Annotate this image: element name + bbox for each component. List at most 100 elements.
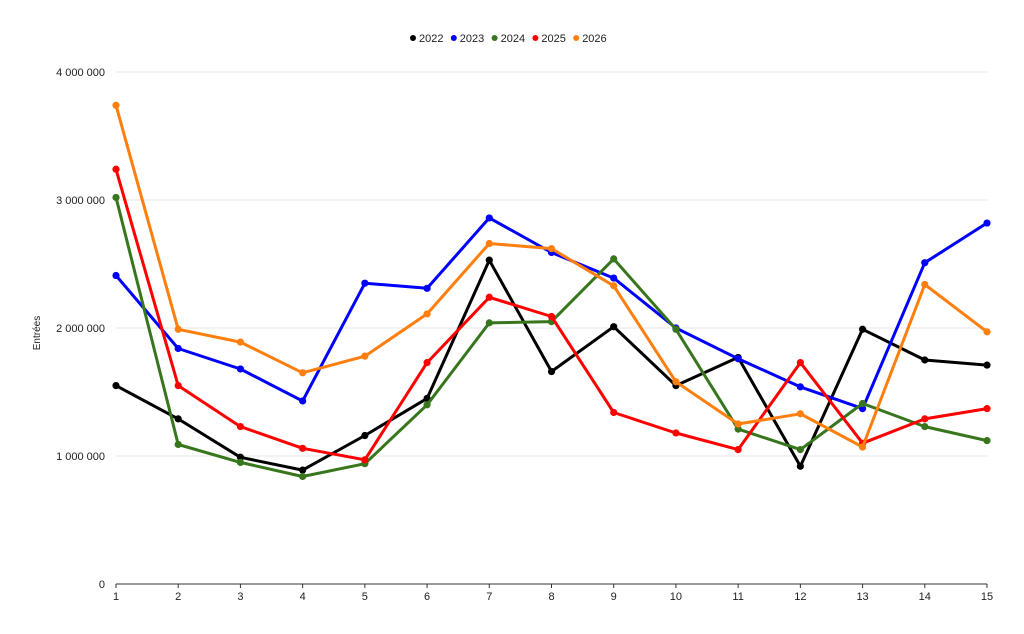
x-tick-label: 7 xyxy=(486,591,492,603)
legend-label: 2025 xyxy=(541,33,565,45)
data-point xyxy=(672,325,680,333)
legend-item-2025: 2025 xyxy=(532,33,566,45)
legend-item-2024: 2024 xyxy=(491,33,525,45)
data-point xyxy=(174,415,182,423)
x-tick-label: 5 xyxy=(362,591,368,603)
data-point xyxy=(299,472,307,481)
data-point xyxy=(672,378,680,386)
legend-label: 2024 xyxy=(501,33,525,45)
data-point xyxy=(112,382,120,390)
data-point xyxy=(299,369,307,377)
y-axis: 0 1 000 000 2 000 000 3 000 000 4 000 000 xyxy=(56,67,105,591)
x-tick-label: 10 xyxy=(670,591,682,603)
data-point xyxy=(112,193,120,202)
data-point xyxy=(858,405,867,413)
data-point xyxy=(174,344,182,353)
legend-marker xyxy=(573,35,580,41)
data-point xyxy=(236,365,245,373)
x-axis: 1 2 3 4 5 6 7 8 9 10 11 12 13 14 15 xyxy=(113,583,993,603)
data-point xyxy=(485,319,493,327)
x-tick-label: 13 xyxy=(856,591,868,603)
legend-marker xyxy=(532,35,539,41)
x-tick-label: 2 xyxy=(175,591,181,603)
x-tick-label: 12 xyxy=(794,591,806,603)
y-tick-label: 4 000 000 xyxy=(56,67,105,79)
data-point xyxy=(361,352,369,360)
series-2024 xyxy=(112,193,991,481)
legend-marker xyxy=(410,35,416,41)
data-point xyxy=(858,399,867,408)
x-tick-label: 14 xyxy=(919,591,931,603)
data-point xyxy=(796,410,804,418)
y-tick-label: 1 000 000 xyxy=(56,451,105,463)
data-point xyxy=(983,437,991,445)
data-point xyxy=(236,422,245,431)
data-point xyxy=(361,279,369,287)
data-point xyxy=(547,312,556,321)
data-point xyxy=(983,405,991,413)
data-point xyxy=(858,325,867,333)
data-point xyxy=(734,425,742,433)
data-point xyxy=(485,214,493,222)
data-point xyxy=(672,429,680,437)
data-point xyxy=(236,338,245,346)
legend-label: 2026 xyxy=(582,33,606,45)
data-point xyxy=(796,462,804,470)
data-point xyxy=(112,165,120,173)
data-point xyxy=(112,271,120,280)
gridlines xyxy=(116,71,987,457)
y-tick-label: 2 000 000 xyxy=(56,323,105,335)
data-point xyxy=(174,325,182,333)
data-point xyxy=(174,440,182,449)
y-tick-label: 3 000 000 xyxy=(56,195,105,207)
data-point xyxy=(299,444,307,452)
data-point xyxy=(921,422,929,431)
data-point xyxy=(485,239,493,248)
data-point xyxy=(610,282,618,290)
series-line-2026 xyxy=(114,103,989,449)
legend-item-2022: 2022 xyxy=(410,33,443,45)
data-point xyxy=(610,274,618,282)
data-point xyxy=(921,415,929,423)
x-tick-label: 8 xyxy=(548,591,554,603)
series-2022 xyxy=(112,256,991,474)
data-point xyxy=(299,397,307,405)
data-point xyxy=(983,219,991,227)
data-point xyxy=(423,310,431,318)
legend-item-2023: 2023 xyxy=(450,33,484,45)
legend-item-2026: 2026 xyxy=(573,33,607,45)
x-tick-label: 11 xyxy=(732,591,743,603)
data-point xyxy=(610,323,618,331)
data-point xyxy=(423,401,431,409)
data-point xyxy=(796,446,804,454)
data-point xyxy=(361,431,369,440)
x-tick-label: 15 xyxy=(981,591,993,603)
data-point xyxy=(299,466,307,474)
data-point xyxy=(423,284,431,292)
data-point xyxy=(485,256,493,264)
data-point xyxy=(983,361,991,369)
data-point xyxy=(734,355,742,363)
data-point xyxy=(734,446,742,454)
x-tick-label: 3 xyxy=(237,591,243,603)
data-point xyxy=(796,358,804,367)
plot-area xyxy=(112,101,991,481)
series-line-2022 xyxy=(114,258,989,472)
legend-marker xyxy=(491,35,498,41)
x-tick-label: 1 xyxy=(113,591,119,603)
series-2023 xyxy=(112,214,991,413)
data-point xyxy=(547,367,556,376)
data-point xyxy=(547,245,556,253)
legend-label: 2022 xyxy=(419,33,443,45)
x-tick-label: 4 xyxy=(300,591,306,603)
data-point xyxy=(610,408,618,417)
data-point xyxy=(858,443,867,451)
data-point xyxy=(236,458,245,466)
series-2026 xyxy=(112,101,991,451)
legend-marker xyxy=(450,35,457,41)
data-point xyxy=(921,356,929,364)
y-axis-title: Entrées xyxy=(32,316,43,350)
data-point xyxy=(361,456,369,464)
x-tick-label: 9 xyxy=(611,591,617,603)
